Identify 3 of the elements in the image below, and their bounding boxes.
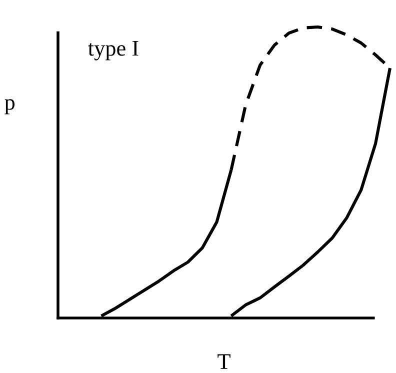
annotation: type I — [88, 41, 138, 60]
x-axis-title: T — [218, 354, 230, 369]
y-axis-title: p — [4, 99, 15, 114]
